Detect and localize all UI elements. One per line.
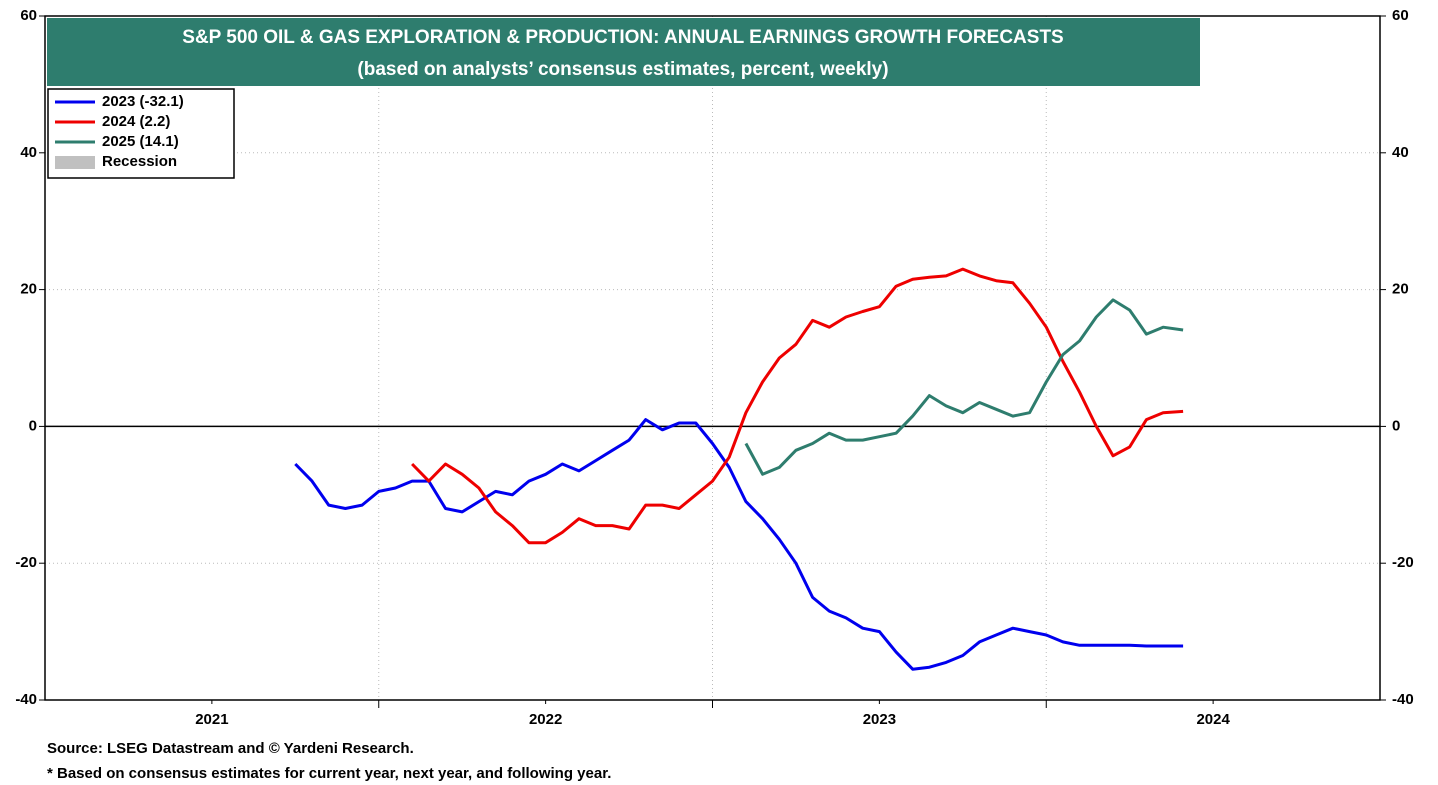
series-line: [294, 418, 1184, 671]
series-line: [411, 267, 1184, 545]
legend-label: 2024 (2.2): [102, 113, 170, 130]
x-tick-label: 2022: [529, 711, 562, 728]
y2-tick-label: 60: [1392, 7, 1409, 24]
title-box: [47, 18, 1200, 86]
y-tick-label: 60: [20, 7, 37, 24]
y2-tick-label: 20: [1392, 281, 1409, 298]
x-tick-label: 2021: [195, 711, 228, 728]
source-note: Source: LSEG Datastream and © Yardeni Re…: [47, 740, 414, 757]
y2-tick-label: 0: [1392, 417, 1400, 434]
y-tick-label: 20: [20, 281, 37, 298]
y-tick-label: 0: [29, 417, 37, 434]
y-tick-label: 40: [20, 144, 37, 161]
chart-subtitle: (based on analysts’ consensus estimates,…: [357, 59, 888, 80]
plot-frame: [44, 15, 1381, 701]
y2-tick-label: -40: [1392, 691, 1414, 708]
series-line: [744, 298, 1184, 476]
y-tick-label: -40: [15, 691, 37, 708]
y2-tick-label: -20: [1392, 554, 1414, 571]
y-tick-label: -20: [15, 554, 37, 571]
y2-tick-label: 40: [1392, 144, 1409, 161]
legend-label: Recession: [102, 153, 177, 170]
footnote: * Based on consensus estimates for curre…: [47, 765, 611, 782]
legend: 2023 (-32.1) 2024 (2.2) 2025 (14.1) Recessi…: [47, 88, 235, 179]
legend-label: 2025 (14.1): [102, 133, 179, 150]
x-tick-label: 2024: [1196, 711, 1230, 728]
x-tick-label: 2023: [863, 711, 896, 728]
chart-title: S&P 500 OIL & GAS EXPLORATION & PRODUCTI…: [182, 27, 1063, 48]
legend-label: 2023 (-32.1): [102, 93, 184, 110]
legend-swatch: [55, 156, 95, 169]
